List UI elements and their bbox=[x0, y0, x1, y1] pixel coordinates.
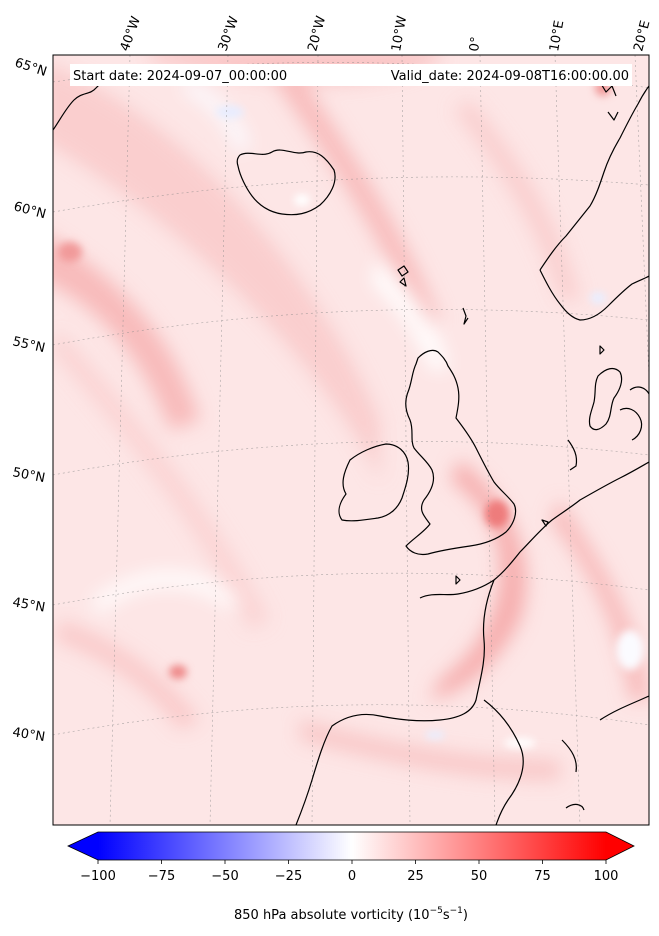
colorbar-label-exp2: −1 bbox=[450, 906, 463, 916]
header-strip bbox=[70, 64, 632, 86]
colorbar-tick-label: 100 bbox=[594, 869, 619, 884]
longitude-labels: 40°W 30°W 20°W 10°W 0° 10°E 20°E bbox=[118, 14, 654, 53]
colorbar-gradient bbox=[98, 832, 606, 860]
colorbar-label-main: 850 hPa absolute vorticity (10 bbox=[234, 908, 430, 923]
lat-label-60n: 60°N bbox=[12, 199, 48, 222]
colorbar-extend-max bbox=[606, 832, 634, 860]
lat-label-55n: 55°N bbox=[11, 334, 46, 356]
graticule bbox=[53, 55, 649, 825]
vorticity-maxima bbox=[58, 80, 644, 748]
colorbar-label-end: ) bbox=[463, 908, 468, 923]
lat-label-45n: 45°N bbox=[11, 595, 46, 615]
colorbar-label-s: s bbox=[443, 908, 450, 923]
coastline bbox=[53, 71, 649, 825]
latitude-labels: 65°N 60°N 55°N 50°N 45°N 40°N bbox=[11, 56, 48, 746]
colorbar-tick-label: −75 bbox=[148, 869, 175, 884]
lon-label-30w: 30°W bbox=[216, 14, 242, 53]
lon-label-0: 0° bbox=[467, 36, 484, 53]
colorbar: −100 −75 −50 −25 0 25 50 75 100 850 hPa absolute… bbox=[67, 831, 635, 923]
colorbar-label-exp1: −5 bbox=[430, 906, 443, 916]
colorbar-tick-label: 25 bbox=[407, 869, 424, 884]
colorbar-tick-label: 50 bbox=[471, 869, 488, 884]
colorbar-tick-label: 75 bbox=[534, 869, 551, 884]
vorticity-bands bbox=[53, 55, 649, 780]
lat-label-40n: 40°N bbox=[11, 725, 46, 745]
colorbar-tick-label: −50 bbox=[211, 869, 238, 884]
colorbar-tick-label: 0 bbox=[348, 869, 356, 884]
colorbar-extend-min bbox=[68, 832, 98, 860]
lon-label-10e: 10°E bbox=[547, 19, 567, 52]
lat-label-50n: 50°N bbox=[11, 465, 46, 486]
colorbar-tick-label: −25 bbox=[275, 869, 302, 884]
start-date-label: Start date: 2024-09-07_00:00:00 bbox=[73, 69, 287, 84]
colorbar-label: 850 hPa absolute vorticity (10−5s−1) bbox=[234, 906, 468, 923]
colorbar-tick-label: −100 bbox=[80, 869, 116, 884]
lon-label-20e: 20°E bbox=[631, 19, 653, 53]
map-frame bbox=[52, 54, 650, 826]
map-panel bbox=[53, 55, 649, 825]
valid-date-label: Valid_date: 2024-09-08T16:00:00.00 bbox=[391, 69, 629, 84]
lon-label-40w: 40°W bbox=[118, 14, 144, 53]
colorbar-ticks: −100 −75 −50 −25 0 25 50 75 100 bbox=[80, 860, 618, 884]
lat-label-65n: 65°N bbox=[13, 56, 49, 80]
lon-label-10w: 10°W bbox=[389, 15, 410, 53]
lon-label-20w: 20°W bbox=[305, 14, 329, 53]
